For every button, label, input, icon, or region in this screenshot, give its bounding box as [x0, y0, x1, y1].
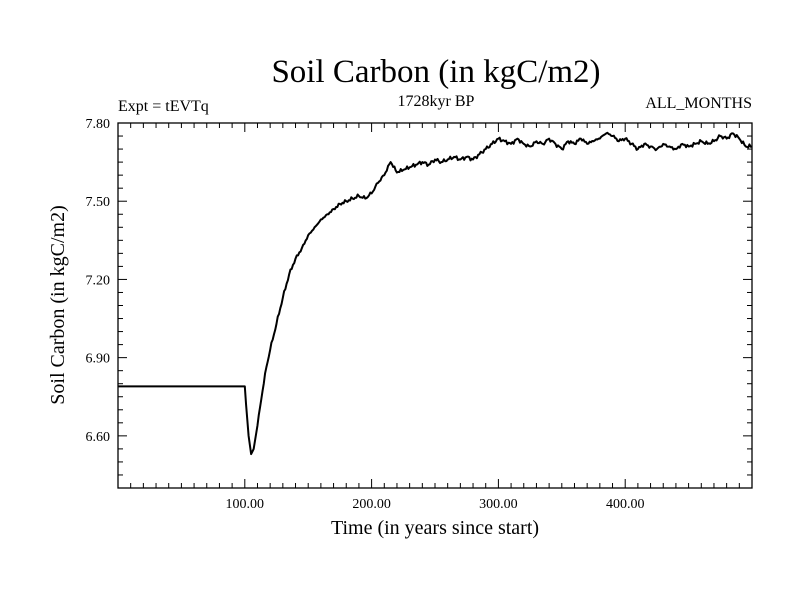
axis-ticks — [118, 122, 752, 488]
period-label: 1728kyr BP — [398, 93, 475, 110]
y-tick-label: 7.50 — [86, 195, 111, 210]
soil-carbon-line — [118, 131, 753, 456]
x-axis-label: Time (in years since start) — [331, 517, 539, 539]
y-tick-label: 6.90 — [86, 352, 111, 367]
x-tick-label: 200.00 — [352, 497, 391, 512]
axis-tick-labels: 100.00 200.00 300.00 400.00 6.60 6.90 7.20 7.50… — [86, 117, 645, 512]
y-axis-label: Soil Carbon (in kgC/m2) — [47, 205, 69, 404]
experiment-label: Expt = tEVTq — [118, 98, 209, 115]
y-tick-label: 6.60 — [86, 430, 111, 445]
x-tick-label: 300.00 — [479, 497, 518, 512]
x-tick-label: 100.00 — [226, 497, 265, 512]
y-tick-label: 7.20 — [86, 273, 111, 288]
y-tick-label: 7.80 — [86, 117, 111, 132]
x-tick-label: 400.00 — [606, 497, 645, 512]
chart-title: Soil Carbon (in kgC/m2) — [271, 54, 600, 90]
months-label: ALL_MONTHS — [645, 95, 752, 112]
plot-frame — [117, 122, 753, 489]
